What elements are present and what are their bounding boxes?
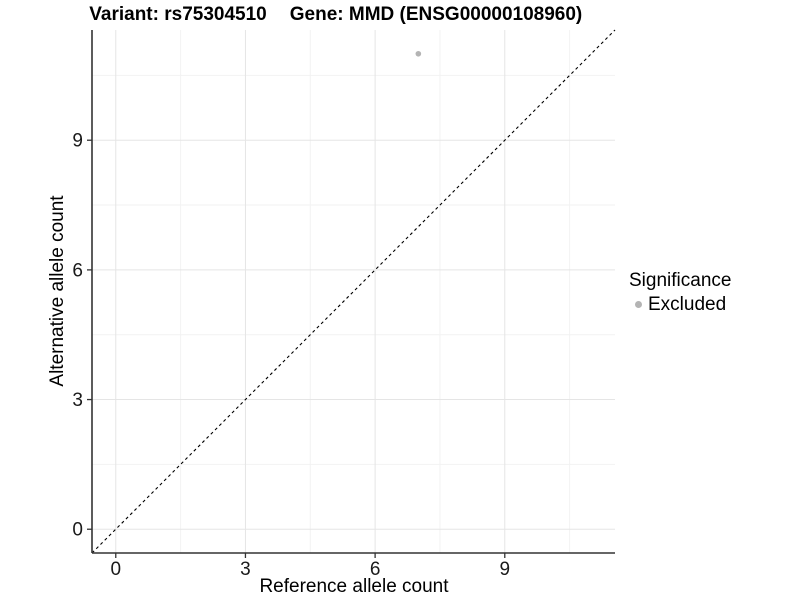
y-tick-label: 3 [72,390,83,411]
legend-item-excluded: Excluded [629,294,731,316]
legend-item-label: Excluded [648,293,727,315]
x-axis-title: Reference allele count [259,576,449,597]
excluded-point-icon [635,301,642,309]
legend: Significance Excluded [629,270,732,316]
y-tick-label: 6 [72,260,83,281]
y-axis-title: Alternative allele count [47,195,68,387]
y-tick-label: 9 [72,131,83,152]
data-point [415,50,422,57]
identity-line [91,29,616,554]
x-tick-label: 0 [110,559,121,580]
legend-title: Significance [629,270,732,291]
gene-title: Gene: MMD (ENSG00000108960) [289,4,583,25]
x-tick-label: 6 [370,559,381,580]
y-tick-label: 0 [72,520,83,541]
x-tick-label: 3 [240,559,251,580]
x-tick-label: 9 [499,559,510,580]
variant-title: Variant: rs75304510 [89,4,267,25]
